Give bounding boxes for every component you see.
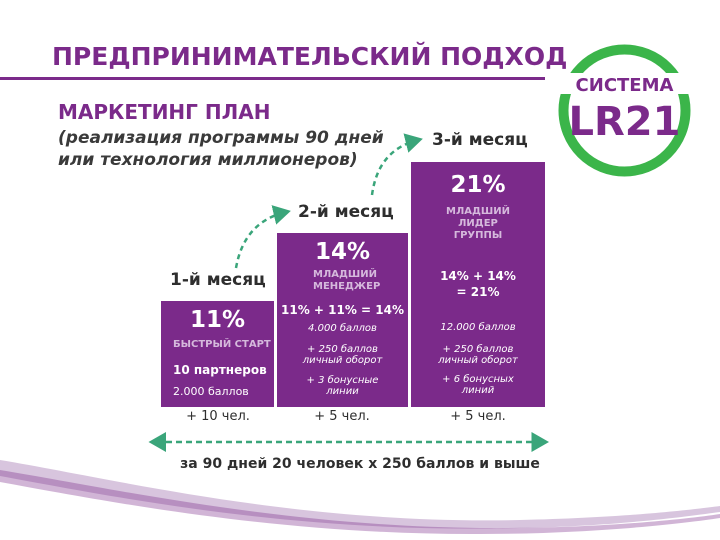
step-2-people: + 5 чел. (314, 409, 370, 424)
page-title: ПРЕДПРИНИМАТЕЛЬСКИЙ ПОДХОД (52, 42, 568, 71)
step-3-formula-line2: = 21% (456, 285, 500, 299)
step-2-formula: 11% + 11% = 14% (281, 303, 404, 317)
step-2-turnover: + 250 баллов личный оборот (277, 344, 408, 366)
lr21-logo: СИСТЕМА LR21 (557, 44, 692, 177)
step-1-partners: 10 партнеров (173, 363, 267, 377)
step-3-rank: МЛАДШИЙ ЛИДЕР ГРУППЫ (411, 206, 545, 242)
step-3-turnover-line1: + 250 баллов (442, 344, 514, 355)
step-3-formula: 14% + 14% = 21% (411, 268, 545, 300)
step-3-bonus: + 6 бонусных линий (411, 374, 545, 396)
step-3-turnover-line2: личный оборот (438, 355, 518, 366)
step-2-bonus-line2: линии (326, 386, 359, 397)
step-3-bonus-line2: линий (461, 385, 495, 396)
step-2-turnover-line1: + 250 баллов (307, 344, 378, 355)
step-1-bar: 11% БЫСТРЫЙ СТАРТ 10 партнеров 2.000 бал… (161, 301, 274, 407)
step-2-bonus: + 3 бонусные линии (277, 375, 408, 397)
step-1-rank: БЫСТРЫЙ СТАРТ (173, 339, 271, 350)
step-3-people: + 5 чел. (450, 409, 506, 424)
step-2-bar: 14% МЛАДШИЙ МЕНЕДЖЕР 11% + 11% = 14% 4.0… (277, 233, 408, 407)
month-2-label: 2-й месяц (298, 202, 394, 222)
step-1-percent: 11% (189, 307, 246, 333)
step-3-points: 12.000 баллов (440, 322, 516, 333)
step-2-rank: МЛАДШИЙ МЕНЕДЖЕР (313, 269, 380, 293)
step-2-percent: 14% (314, 239, 371, 265)
plan-description-line1: (реализация программы 90 дней (58, 128, 384, 148)
step-3-rank-line3: ГРУППЫ (453, 230, 503, 241)
title-underline (0, 77, 545, 80)
step-3-bar: 21% МЛАДШИЙ ЛИДЕР ГРУППЫ 14% + 14% = 21%… (411, 162, 545, 407)
plan-description: (реализация программы 90 дней или технол… (58, 127, 384, 171)
summary-text: за 90 дней 20 человек х 250 баллов и выш… (180, 456, 540, 472)
step-3-percent: 21% (450, 172, 506, 198)
step-1-points: 2.000 баллов (173, 385, 249, 398)
step-2-rank-line2: МЕНЕДЖЕР (313, 281, 381, 292)
step-2-points: 4.000 баллов (308, 323, 377, 334)
step-2-rank-line1: МЛАДШИЙ (313, 269, 377, 280)
logo-line1: СИСТЕМА (576, 75, 674, 96)
step-3-bonus-line1: + 6 бонусных (442, 374, 514, 385)
month-3-label: 3-й месяц (432, 130, 528, 150)
plan-description-line2: или технология миллионеров) (58, 150, 358, 170)
step-3-rank-line1: МЛАДШИЙ (446, 206, 510, 217)
step-3-turnover: + 250 баллов личный оборот (411, 344, 545, 366)
month-1-label: 1-й месяц (170, 270, 266, 290)
plan-heading: МАРКЕТИНГ ПЛАН (58, 100, 271, 124)
logo-line2: LR21 (569, 99, 681, 145)
step-3-rank-line2: ЛИДЕР (458, 218, 498, 229)
step-2-turnover-line2: личный оборот (302, 355, 383, 366)
decorative-swoosh (0, 460, 720, 535)
step-2-bonus-line1: + 3 бонусные (306, 375, 379, 386)
step-3-formula-line1: 14% + 14% (440, 269, 516, 283)
step-1-people: + 10 чел. (186, 409, 250, 424)
